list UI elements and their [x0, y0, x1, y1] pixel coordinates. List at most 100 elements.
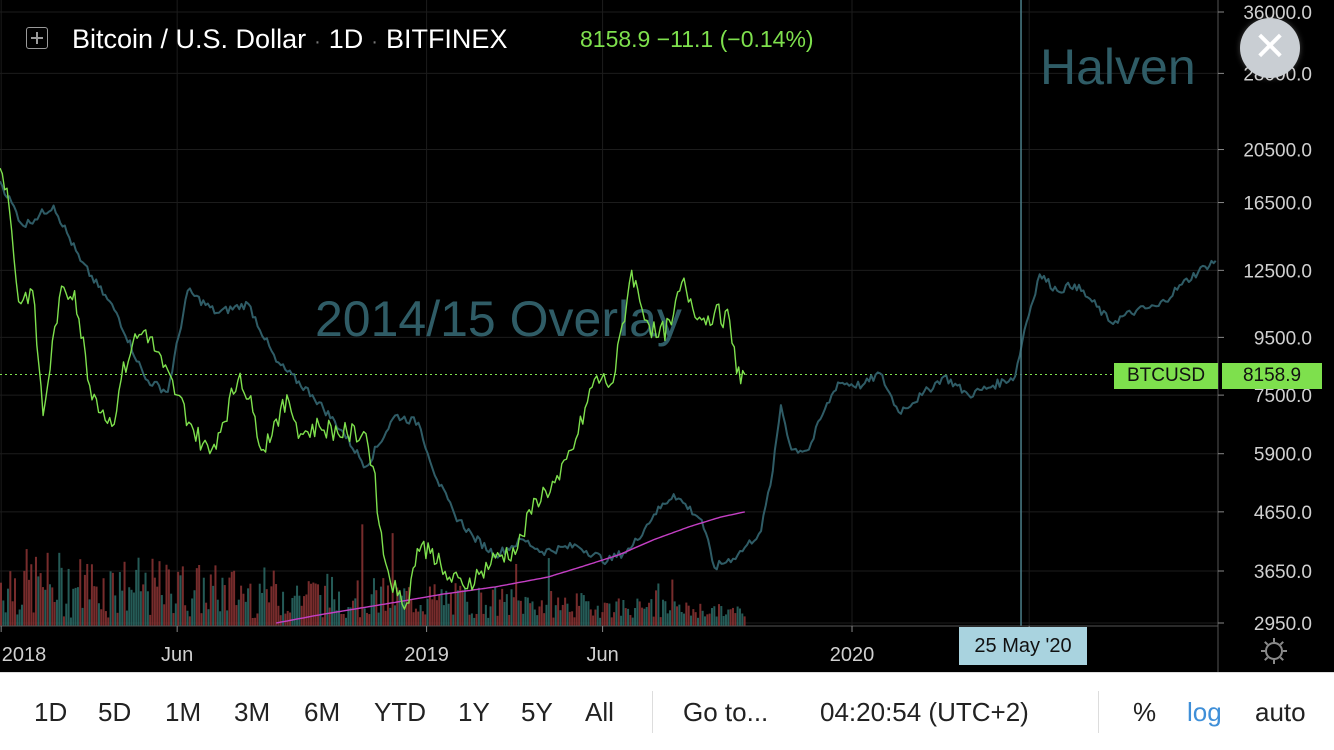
- range-6m[interactable]: 6M: [304, 697, 341, 727]
- volume-bar: [291, 597, 294, 626]
- volume-bar: [358, 617, 361, 626]
- volume-bar: [307, 581, 310, 626]
- volume-bar: [673, 601, 676, 626]
- volume-bar: [165, 564, 168, 626]
- volume-bar: [743, 616, 746, 626]
- volume-bar: [4, 612, 7, 626]
- bottom-toolbar: 1D 5D 1M 3M 6M YTD 1Y 5Y All Go to... 04…: [0, 672, 1334, 750]
- volume-bar: [163, 604, 166, 626]
- volume-bar: [393, 605, 396, 626]
- range-5y[interactable]: 5Y: [521, 697, 553, 727]
- volume-bar: [568, 611, 571, 626]
- volume-bar: [2, 600, 5, 626]
- volume-bar: [678, 604, 681, 626]
- volume-bar: [370, 594, 373, 626]
- volume-bar: [412, 612, 415, 626]
- volume-bar: [662, 599, 665, 626]
- volume-bar: [118, 572, 121, 626]
- volume-bar: [445, 590, 448, 626]
- volume-bar: [74, 587, 77, 626]
- volume-bar: [342, 613, 345, 626]
- volume-bar: [585, 601, 588, 626]
- volume-bar: [48, 584, 51, 626]
- log-toggle[interactable]: log: [1187, 697, 1222, 727]
- volume-bar: [363, 608, 366, 626]
- volume-bar: [13, 578, 16, 626]
- price-chart[interactable]: 2014/15 OverlayHalven36000.028000.020500…: [0, 0, 1334, 672]
- volume-bar: [51, 587, 54, 626]
- range-1d[interactable]: 1D: [34, 697, 68, 727]
- volume-bar: [442, 605, 445, 626]
- volume-bar: [361, 524, 364, 626]
- volume-bar: [736, 606, 739, 626]
- volume-bar: [226, 610, 229, 626]
- volume-bar: [456, 590, 459, 626]
- volume-bar: [566, 603, 569, 626]
- volume-bar: [601, 612, 604, 626]
- volume-bar: [268, 602, 271, 626]
- volume-bar: [512, 597, 515, 626]
- volume-bar: [615, 601, 618, 626]
- volume-bar: [338, 591, 341, 626]
- symbol-title[interactable]: Bitcoin / U.S. Dollar · 1D · BITFINEX: [72, 24, 508, 54]
- price-axis-label: 2950.0: [1254, 614, 1312, 635]
- range-ytd[interactable]: YTD: [374, 697, 426, 727]
- volume-bar: [650, 599, 653, 626]
- goto-button[interactable]: Go to...: [683, 697, 769, 727]
- gear-icon[interactable]: [1259, 636, 1289, 666]
- volume-bar: [319, 595, 322, 626]
- volume-bar: [405, 590, 408, 626]
- volume-bar: [641, 607, 644, 626]
- range-3m[interactable]: 3M: [234, 697, 271, 727]
- volume-bar: [30, 564, 33, 626]
- volume-bar: [666, 613, 669, 626]
- volume-bar: [543, 613, 546, 626]
- volume-bar: [27, 579, 30, 626]
- volume-bar: [242, 593, 245, 626]
- volume-bar: [463, 588, 466, 626]
- volume-bar: [508, 614, 511, 626]
- volume-bar: [587, 601, 590, 626]
- close-button[interactable]: ✕: [1240, 18, 1300, 78]
- volume-bar: [713, 606, 716, 626]
- volume-bar: [447, 603, 450, 626]
- volume-bar: [396, 587, 399, 626]
- clock-timezone[interactable]: 04:20:54 (UTC+2): [820, 697, 1029, 727]
- volume-bar: [454, 583, 457, 626]
- exchange-label: BITFINEX: [385, 24, 508, 54]
- range-1y[interactable]: 1Y: [458, 697, 490, 727]
- volume-bar: [452, 614, 455, 626]
- range-5d[interactable]: 5D: [98, 697, 132, 727]
- overlay-series-line: [0, 180, 1217, 571]
- add-symbol-icon[interactable]: [26, 27, 48, 49]
- range-all[interactable]: All: [585, 697, 614, 727]
- volume-bar: [531, 601, 534, 626]
- volume-bar: [300, 605, 303, 626]
- volume-bar: [703, 616, 706, 626]
- volume-bar: [480, 592, 483, 626]
- chart-area[interactable]: 2014/15 OverlayHalven36000.028000.020500…: [0, 0, 1334, 672]
- volume-bar: [23, 570, 26, 626]
- price-axis-label: 12500.0: [1243, 261, 1312, 282]
- volume-bar: [104, 611, 107, 626]
- volume-bar: [398, 589, 401, 626]
- volume-bar: [482, 613, 485, 626]
- volume-bar: [186, 610, 189, 626]
- time-axis-label: 2019: [404, 644, 449, 666]
- volume-bar: [706, 614, 709, 626]
- volume-bar: [72, 588, 75, 626]
- auto-toggle[interactable]: auto: [1255, 697, 1306, 727]
- volume-bar: [477, 587, 480, 626]
- range-1m[interactable]: 1M: [165, 697, 202, 727]
- volume-bar: [631, 617, 634, 626]
- volume-bar: [680, 611, 683, 626]
- volume-bar: [321, 617, 324, 626]
- toolbar-divider: [1098, 691, 1099, 733]
- percent-toggle[interactable]: %: [1133, 697, 1157, 727]
- volume-bar: [741, 613, 744, 626]
- volume-bar: [627, 608, 630, 626]
- volume-bar: [701, 610, 704, 626]
- volume-bar: [137, 557, 140, 626]
- volume-bar: [470, 613, 473, 626]
- volume-bar: [97, 603, 100, 626]
